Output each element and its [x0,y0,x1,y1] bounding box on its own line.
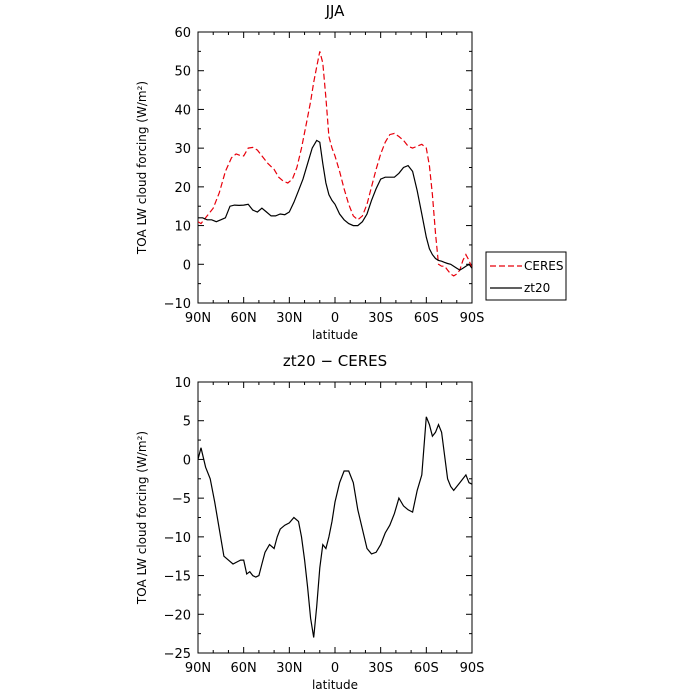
y-tick-label: 50 [174,65,191,80]
top-chart-panel: JJA −10 0 10 20 30 40 50 60 90N 60N 30N 0 30S 60S 90S la… [135,2,567,342]
y-tick-label: 0 [183,453,191,468]
x-axis-label: latitude [312,328,358,342]
x-tick-label: 90N [185,311,211,326]
x-tick-label: 0 [331,661,339,676]
y-tick-label: −10 [164,297,191,312]
x-tick-label: 30N [276,311,302,326]
legend-label-zt20: zt20 [524,281,550,295]
series-line-zt20-ceres [198,416,472,638]
x-tick-label: 90S [460,311,485,326]
y-axis-label: TOA LW cloud forcing (W/m²) [135,431,149,605]
y-tick-label: −10 [164,531,191,546]
y-tick-label: −20 [164,608,191,623]
x-tick-label: 30S [368,661,393,676]
y-tick-label: −25 [164,647,191,662]
x-tick-label: 30S [368,311,393,326]
x-axis-label: latitude [312,678,358,692]
y-tick-label: 10 [174,220,191,235]
chart-title: zt20 − CERES [283,352,387,370]
x-tick-label: 60S [414,311,439,326]
y-tick-label: −15 [164,570,191,585]
series-line-zt20 [198,139,472,271]
x-tick-label: 90N [185,661,211,676]
y-tick-label: 30 [174,142,191,157]
plot-frame [197,31,473,304]
y-axis-label: TOA LW cloud forcing (W/m²) [135,81,149,255]
x-tick-label: 0 [331,311,339,326]
y-tick-label: −5 [172,492,191,507]
bottom-chart-panel: zt20 − CERES −25 −20 −15 −10 −5 0 5 10 90N 60N 30N 0… [135,352,484,692]
y-tick-label: 10 [174,376,191,391]
y-tick-label: 0 [183,258,191,273]
x-tick-label: 60N [231,661,257,676]
y-tick-label: 60 [174,26,191,41]
x-tick-label: 90S [460,661,485,676]
y-tick-label: 20 [174,181,191,196]
y-tick-label: 40 [174,103,191,118]
series-line-ceres [198,51,472,277]
chart-title: JJA [325,2,346,20]
x-tick-label: 60S [414,661,439,676]
x-tick-label: 30N [276,661,302,676]
y-tick-label: 5 [183,415,191,430]
legend-box [485,251,567,301]
x-tick-label: 60N [231,311,257,326]
plot-frame [197,381,473,654]
legend-label-ceres: CERES [524,259,564,273]
